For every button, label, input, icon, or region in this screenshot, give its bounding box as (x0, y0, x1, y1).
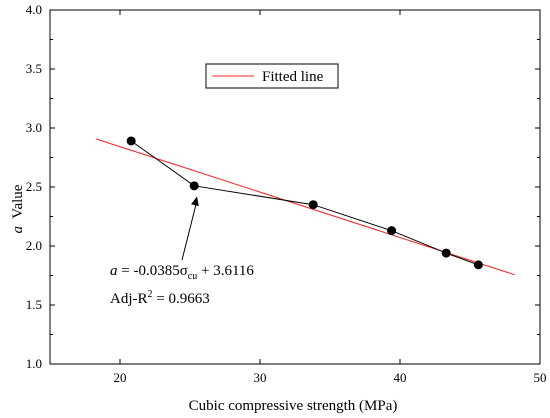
plot-frame (49, 9, 541, 365)
y-tick-label: 1.5 (26, 297, 42, 312)
data-point (387, 226, 397, 236)
y-axis-title: a Value (10, 184, 26, 233)
tick-labels: 20 30 40 50 1.0 1.5 2.0 2.5 3.0 3.5 4.0 (26, 2, 547, 385)
series-layer (96, 136, 515, 276)
y-axis-title-var: a (10, 226, 26, 234)
y-axis-title-spacer (10, 219, 26, 226)
x-tick-label: 40 (394, 370, 407, 385)
fit-equation-subscript: cu (188, 271, 197, 282)
fit-equation-body: = -0.0385σ (118, 263, 188, 279)
legend-label-fitted-line: Fitted line (262, 69, 324, 85)
x-tick-label: 30 (254, 370, 267, 385)
data-point (441, 248, 451, 258)
fit-equation-var: a (110, 263, 118, 279)
data-point (473, 260, 483, 270)
x-tick-label: 20 (114, 370, 127, 385)
fitted-line (96, 138, 515, 276)
axis-ticks (50, 9, 541, 365)
fit-equation-tail: + 3.6116 (197, 263, 254, 279)
y-tick-label: 3.0 (26, 120, 42, 135)
data-point (189, 181, 199, 191)
adj-r2-superscript: 2 (148, 289, 153, 300)
annotation-layer: a = -0.0385σcu + 3.6116 Adj-R2 = 0.9663 (110, 196, 254, 307)
y-axis-title-text: Value (10, 184, 26, 218)
y-tick-label: 2.5 (26, 179, 42, 194)
x-tick-label: 50 (534, 370, 547, 385)
adj-r2: Adj-R2 = 0.9663 (110, 289, 210, 307)
fit-equation: a = -0.0385σcu + 3.6116 (110, 263, 254, 282)
y-tick-label: 2.0 (26, 238, 42, 253)
adj-r2-value: = 0.9663 (153, 291, 210, 307)
data-line (130, 140, 479, 266)
legend: Fitted line (205, 63, 339, 89)
adj-r2-prefix: Adj-R (110, 291, 148, 307)
y-tick-label: 1.0 (26, 356, 42, 371)
annotation-arrowhead (191, 196, 199, 207)
y-tick-label: 3.5 (26, 61, 42, 76)
data-point (308, 200, 318, 210)
y-tick-label: 4.0 (26, 2, 42, 17)
annotation-arrow-line (181, 200, 198, 261)
plot-area (49, 9, 541, 365)
x-axis-title: Cubic compressive strength (MPa) (189, 398, 398, 414)
data-point (126, 136, 136, 146)
